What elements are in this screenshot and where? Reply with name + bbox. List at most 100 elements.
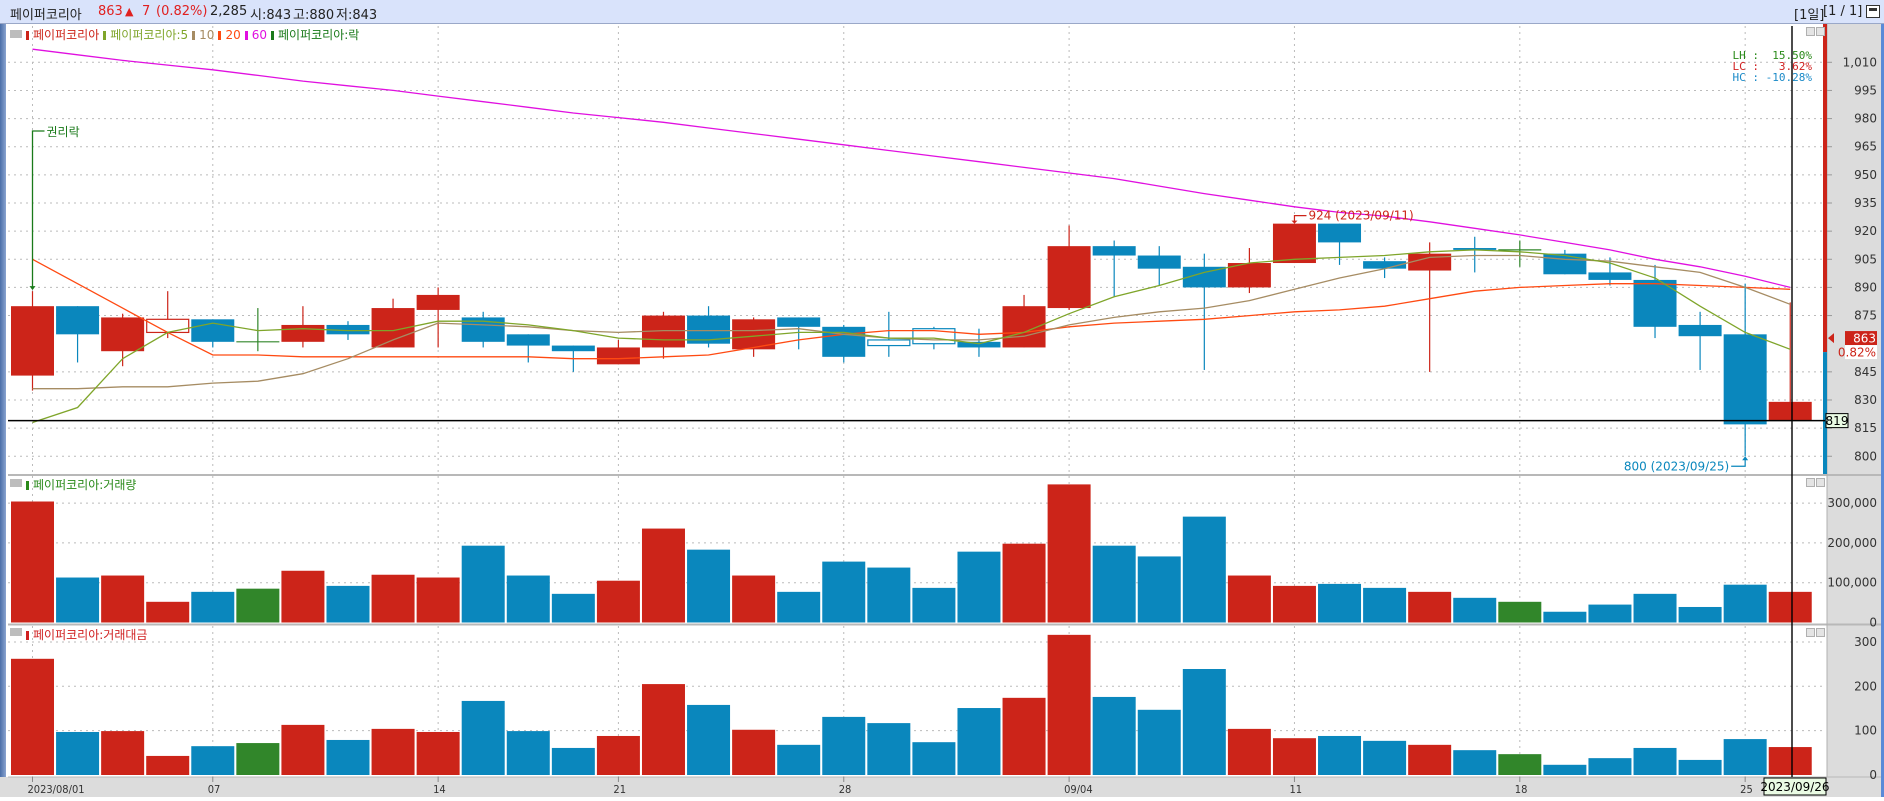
panel-minimize-button[interactable] <box>1806 27 1815 36</box>
candle <box>1453 236 1497 273</box>
amount-bar <box>957 708 1001 775</box>
window-frame-right <box>1881 24 1884 801</box>
range-stat: LH : 15.50% <box>1732 49 1812 62</box>
amount-bar <box>416 731 460 775</box>
price-axis-label: 800 <box>1854 449 1877 463</box>
volume-axis-label: 100,000 <box>1827 576 1877 590</box>
volume-bar <box>11 501 54 623</box>
amount-bar <box>191 746 235 775</box>
volume-axis-label: 0 <box>1869 616 1877 630</box>
volume-bar <box>236 588 280 623</box>
amount-bar <box>1002 697 1046 775</box>
candle <box>1227 248 1271 294</box>
amount-bar <box>641 684 685 775</box>
period-selector[interactable]: [1일] <box>1794 8 1825 23</box>
candle-body <box>1723 334 1767 425</box>
volume-bar <box>326 585 370 623</box>
candle-body <box>146 318 190 334</box>
volume-bar <box>1723 584 1767 623</box>
legend-item[interactable]: 페이퍼코리아 <box>26 28 99 42</box>
high-value: 고:880 <box>293 8 335 23</box>
legend-item[interactable]: 페이퍼코리아:락 <box>271 28 359 42</box>
rights-annotation: 권리락 <box>47 125 80 139</box>
candle-body <box>56 306 100 335</box>
current-price-label: 863 <box>1853 332 1876 346</box>
legend-label: 20 <box>225 28 241 42</box>
page-indicator: [1 / 1] <box>1823 4 1863 19</box>
current-pct-box <box>1845 345 1877 360</box>
amount-bar <box>596 735 640 775</box>
legend-item[interactable]: 10 <box>192 28 214 42</box>
window-frame-bottom <box>0 797 1884 801</box>
current-pct-label: 0.82% <box>1838 346 1876 360</box>
ma10-line <box>32 254 1791 390</box>
panel-close-button[interactable] <box>1816 27 1825 36</box>
amount-bar <box>11 658 54 775</box>
volume-close-button[interactable] <box>1816 478 1825 487</box>
amount-bar <box>1633 747 1677 775</box>
amount-bar <box>1272 738 1316 775</box>
volume-bar <box>1588 604 1632 623</box>
min-arrow-icon <box>1742 456 1749 461</box>
legend-marker <box>26 481 29 490</box>
volume-bar <box>1047 484 1091 623</box>
price-axis-label: 935 <box>1854 196 1877 210</box>
candle-body <box>1047 246 1091 309</box>
candle <box>1363 257 1407 279</box>
volume-bar <box>506 575 550 623</box>
price-axis-label: 1,010 <box>1843 55 1877 69</box>
title-bar: 페이퍼코리아 863 ▲ 7 (0.82%) 2,285 시:843 고:880… <box>0 0 1884 24</box>
amount-bar <box>1318 735 1362 775</box>
volume-bar <box>1408 591 1452 623</box>
amount-bar <box>236 743 280 775</box>
legend-item[interactable]: 20 <box>218 28 241 42</box>
candle <box>1137 246 1181 286</box>
price-legend: 페이퍼코리아 페이퍼코리아:5 10 20 60 페이퍼코리아:락 <box>26 26 363 43</box>
legend-marker <box>26 31 29 40</box>
volume-bar <box>687 549 731 623</box>
volume-bar <box>732 575 776 623</box>
legend-item[interactable]: 페이퍼코리아:5 <box>103 28 188 42</box>
legend-item[interactable]: 60 <box>244 28 267 42</box>
amount-bar <box>101 731 145 775</box>
candle-body <box>506 334 550 346</box>
volume-legend: 페이퍼코리아:거래량 <box>26 476 140 493</box>
volume-minimize-button[interactable] <box>1806 478 1815 487</box>
panel-menu-icon[interactable] <box>10 30 22 38</box>
amount-minimize-button[interactable] <box>1806 628 1815 637</box>
amount-close-button[interactable] <box>1816 628 1825 637</box>
legend-marker <box>244 31 248 40</box>
volume-bar <box>957 551 1001 623</box>
volume-bar <box>641 528 685 623</box>
candle <box>957 328 1001 357</box>
candle <box>101 313 145 367</box>
volume-panel-icon[interactable] <box>10 479 22 487</box>
legend-marker <box>26 631 29 640</box>
candle <box>1723 283 1767 457</box>
price-axis-label: 950 <box>1854 168 1877 182</box>
candle <box>1498 240 1542 267</box>
candle <box>461 311 505 348</box>
crosshair-date-box <box>1763 777 1827 796</box>
candle-body <box>1363 261 1407 269</box>
candle <box>1543 249 1587 275</box>
price-axis-label: 995 <box>1854 83 1877 97</box>
amount-legend-label: 페이퍼코리아:거래대금 <box>33 628 148 642</box>
volume-axis-label: 300,000 <box>1827 496 1877 510</box>
legend-label: 페이퍼코리아:5 <box>110 28 189 42</box>
candle <box>1633 264 1677 339</box>
volume-bar <box>146 601 190 623</box>
legend-marker <box>192 31 196 40</box>
candle-body <box>1408 253 1452 271</box>
amount-bar <box>1047 634 1091 775</box>
amount-bar <box>732 729 776 775</box>
price-axis-label: 905 <box>1854 252 1877 266</box>
window-maximize-icon[interactable] <box>1866 5 1880 18</box>
amount-bar <box>551 747 595 775</box>
amount-panel-icon[interactable] <box>10 628 22 636</box>
amount-bar <box>1723 739 1767 775</box>
open-value: 시:843 <box>250 8 292 23</box>
candle <box>416 287 460 348</box>
volume-bar <box>56 577 100 623</box>
